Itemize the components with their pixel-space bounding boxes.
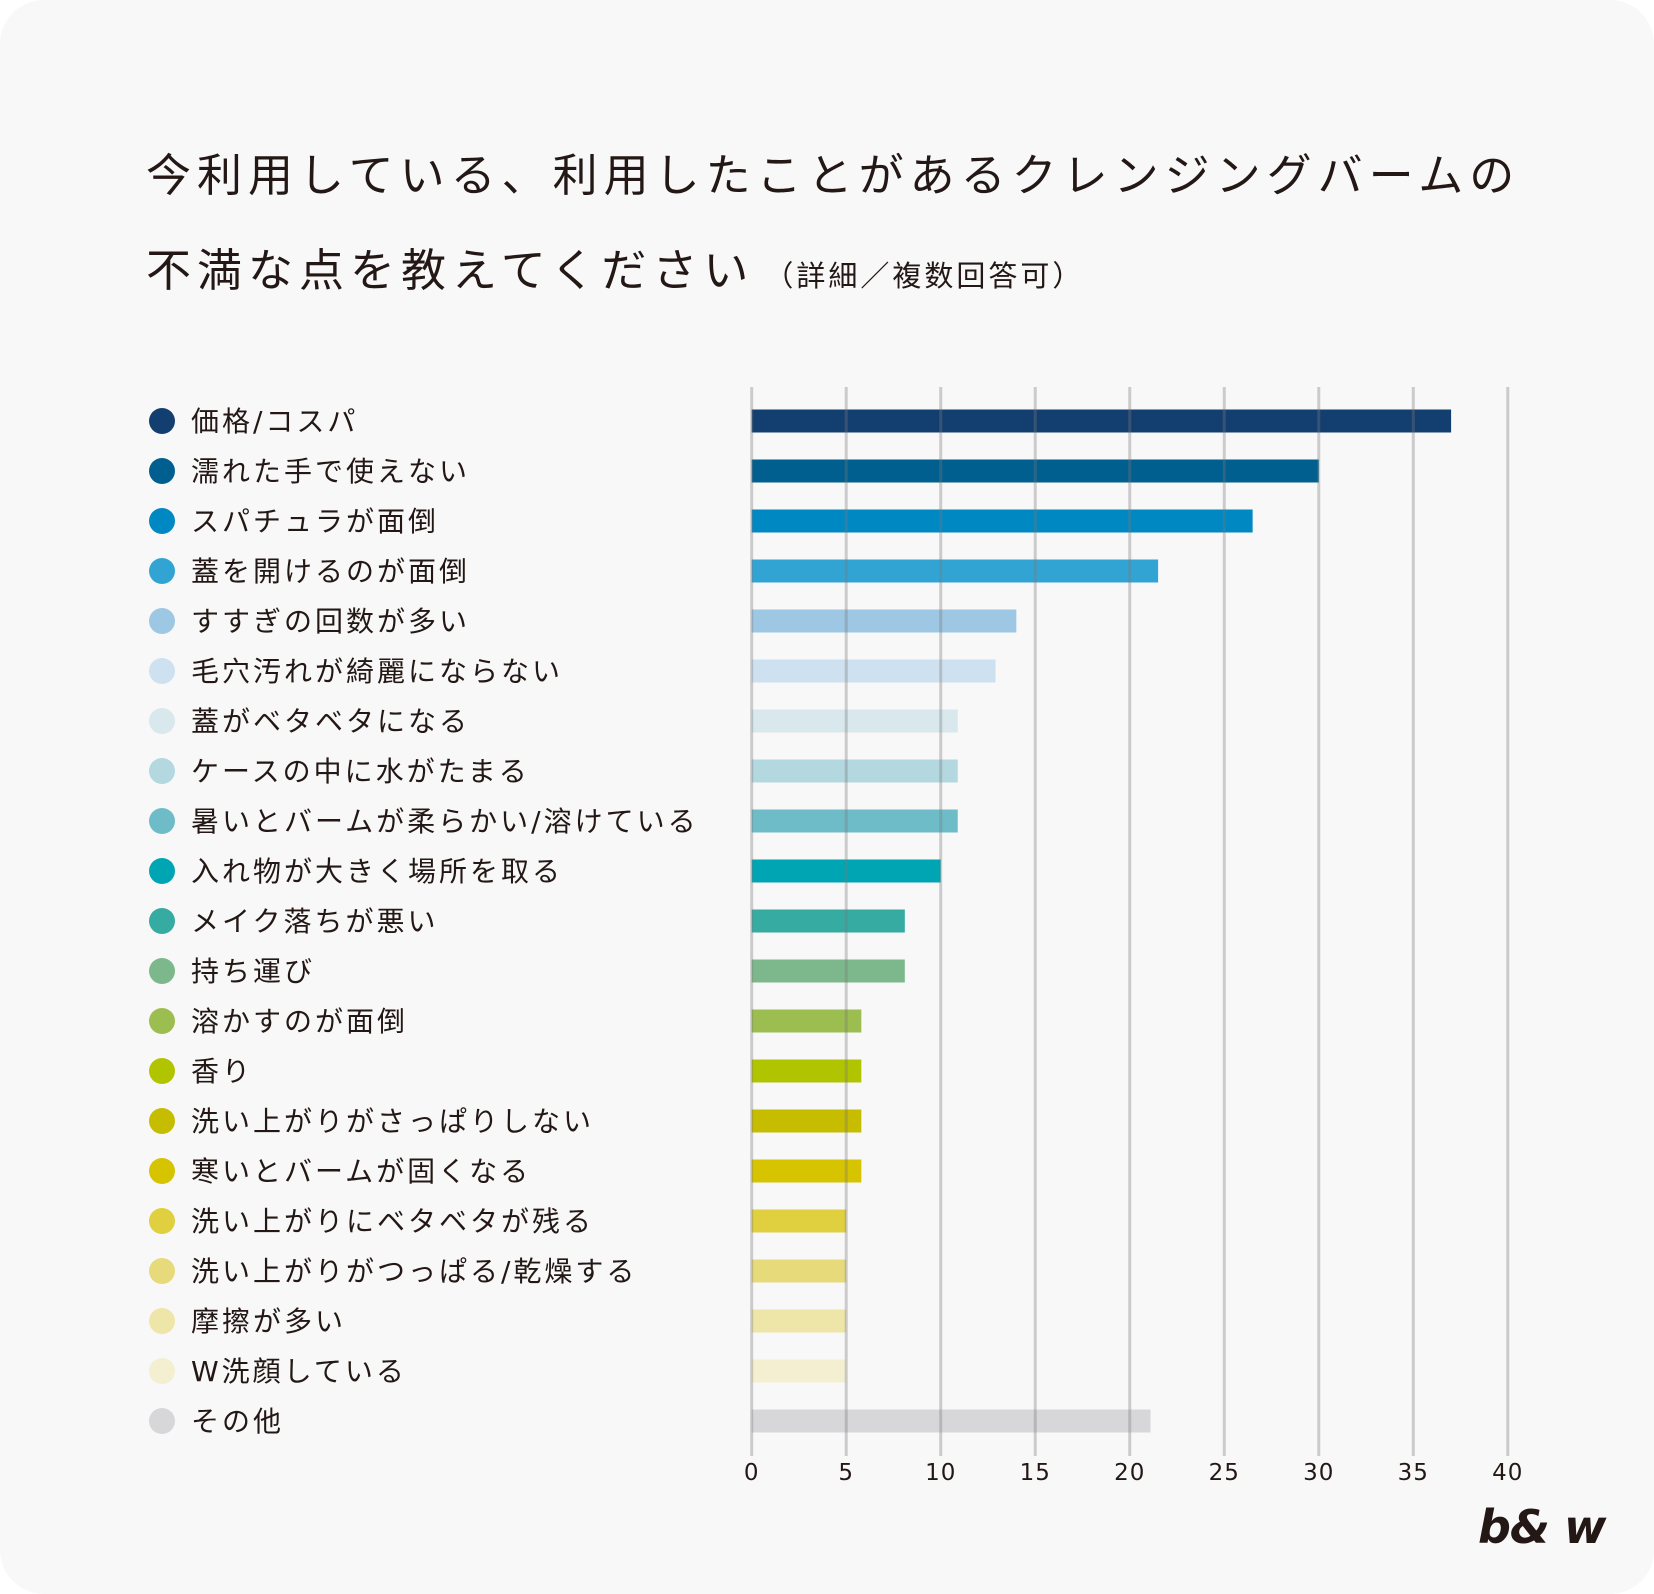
bar <box>751 859 941 883</box>
bar <box>751 709 958 733</box>
bar <box>751 1059 862 1083</box>
legend-dot <box>149 608 175 634</box>
legend-dot <box>149 1358 175 1384</box>
legend-dot <box>149 1258 175 1284</box>
category-label: 寒いとバームが固くなる <box>191 1155 531 1188</box>
category-label: 濡れた手で使えない <box>191 455 470 488</box>
category-label: 毛穴汚れが綺麗にならない <box>191 655 563 688</box>
legend-dot <box>149 808 175 834</box>
category-label: 価格/コスパ <box>191 405 358 438</box>
category-label: メイク落ちが悪い <box>191 905 438 938</box>
x-tick-label: 35 <box>1398 1460 1429 1486</box>
legend-dot <box>149 658 175 684</box>
category-label: 洗い上がりがつっぱる/乾燥する <box>191 1255 637 1288</box>
bar <box>751 609 1017 633</box>
bar <box>751 759 958 783</box>
bar <box>751 1259 847 1283</box>
category-label: 洗い上がりがさっぱりしない <box>191 1105 594 1138</box>
legend-dot <box>149 1408 175 1434</box>
brand-logo: b& w <box>1478 1500 1607 1554</box>
category-label: すすぎの回数が多い <box>191 605 470 638</box>
legend-dot <box>149 1308 175 1334</box>
category-label: 蓋を開けるのが面倒 <box>191 555 470 588</box>
category-label: スパチュラが面倒 <box>191 505 439 538</box>
legend-dot <box>149 408 175 434</box>
bar <box>751 409 1452 433</box>
chart-title-main: 不満な点を教えてください <box>146 244 755 297</box>
bar <box>751 1359 847 1383</box>
x-tick-label: 40 <box>1492 1460 1523 1486</box>
legend-dot <box>149 908 175 934</box>
category-label: 入れ物が大きく場所を取る <box>191 855 563 888</box>
legend-dot <box>149 1058 175 1084</box>
category-label: ケースの中に水がたまる <box>191 755 530 788</box>
bar <box>751 1209 847 1233</box>
legend-dot <box>149 858 175 884</box>
chart-title-line2: 不満な点を教えてください （詳細／複数回答可） <box>146 248 1084 293</box>
bar <box>751 1309 847 1333</box>
legend-dot <box>149 1158 175 1184</box>
legend-dot <box>149 708 175 734</box>
legend-dot <box>149 1208 175 1234</box>
bar <box>751 959 905 983</box>
legend-dot <box>149 758 175 784</box>
legend-dot <box>149 508 175 534</box>
category-label: W洗顔している <box>191 1355 407 1388</box>
x-tick-label: 10 <box>925 1460 956 1486</box>
legend-dot <box>149 958 175 984</box>
chart-title-line1: 今利用している、利用したことがあるクレンジングバームの <box>146 149 1521 202</box>
legend-dot <box>149 458 175 484</box>
bar <box>751 809 958 833</box>
bar <box>751 1109 862 1133</box>
x-tick-label: 5 <box>838 1460 854 1486</box>
category-label: 溶かすのが面倒 <box>191 1005 408 1038</box>
legend-dot <box>149 1008 175 1034</box>
x-tick-label: 20 <box>1114 1460 1145 1486</box>
x-tick-label: 25 <box>1209 1460 1240 1486</box>
x-tick-label: 0 <box>744 1460 760 1486</box>
bar <box>751 459 1319 483</box>
legend-dot <box>149 1108 175 1134</box>
bar <box>751 509 1253 533</box>
category-label: 持ち運び <box>191 955 315 988</box>
bar <box>751 559 1159 583</box>
category-label: 香り <box>191 1055 253 1088</box>
x-tick-label: 30 <box>1303 1460 1334 1486</box>
legend-dot <box>149 558 175 584</box>
x-tick-label: 15 <box>1020 1460 1051 1486</box>
bar <box>751 1409 1151 1433</box>
category-label: 洗い上がりにベタベタが残る <box>191 1205 594 1238</box>
bar <box>751 1009 862 1033</box>
category-label: 摩擦が多い <box>191 1305 346 1338</box>
chart-title-note: （詳細／複数回答可） <box>764 259 1085 293</box>
category-label: その他 <box>191 1405 284 1438</box>
category-label: 暑いとバームが柔らかい/溶けている <box>191 805 699 838</box>
bar <box>751 1159 862 1183</box>
bar <box>751 909 905 933</box>
bar <box>751 659 996 683</box>
category-label: 蓋がベタベタになる <box>191 705 470 738</box>
